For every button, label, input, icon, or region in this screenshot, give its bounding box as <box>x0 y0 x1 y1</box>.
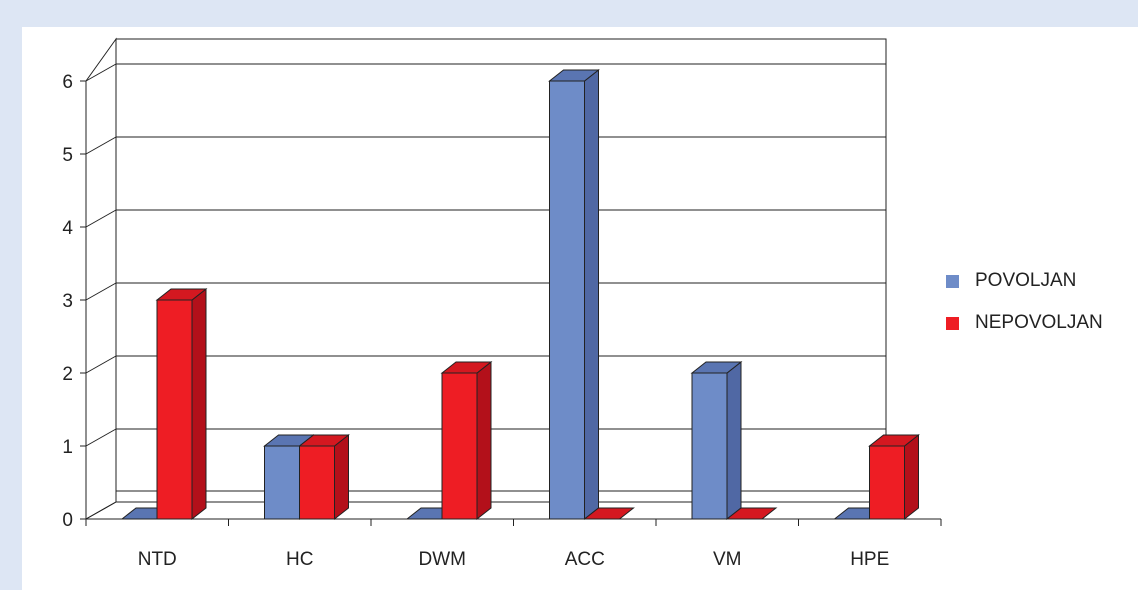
bar-front-povoljan <box>691 372 728 520</box>
bar-top-povoljan <box>548 69 600 82</box>
legend-label-nepovoljan: NEPOVOLJAN <box>975 312 1103 333</box>
gridline-depth <box>85 209 117 228</box>
bar-side-nepovoljan <box>191 287 207 521</box>
legend-label-povoljan: POVOLJAN <box>975 270 1077 291</box>
gridline-depth <box>85 63 117 82</box>
y-tick-label: 1 <box>62 437 73 458</box>
gridline-depth <box>85 282 117 301</box>
gridline-depth <box>85 355 117 374</box>
bar-side-nepovoljan <box>334 433 349 521</box>
x-tick-label: HC <box>286 549 313 570</box>
bar-top-povoljan <box>690 361 743 374</box>
bar-side-nepovoljan <box>476 360 492 521</box>
x-tick-label: VM <box>713 549 742 570</box>
x-tick-label: DWM <box>419 549 466 570</box>
legend: POVOLJAN NEPOVOLJAN <box>946 270 1103 354</box>
x-tick-label: ACC <box>565 549 605 570</box>
bar-top-nepovoljan <box>298 434 350 447</box>
y-tick-label: 2 <box>62 364 73 385</box>
bar-flat-nepovoljan <box>725 507 778 520</box>
gridline-depth <box>85 428 117 447</box>
x-tick-label: HPE <box>850 549 889 570</box>
legend-item-povoljan: POVOLJAN <box>946 270 1103 292</box>
bar-front-nepovoljan <box>441 372 478 520</box>
bar-front-nepovoljan <box>299 445 335 520</box>
bar-side-povoljan <box>584 68 599 521</box>
y-tick-label: 0 <box>62 510 73 531</box>
bar-front-povoljan <box>549 80 585 520</box>
y-tick-label: 6 <box>62 72 73 93</box>
y-tick-label: 4 <box>62 218 73 239</box>
plot-side-wall <box>85 37 117 520</box>
legend-swatch-nepovoljan <box>946 316 959 330</box>
bar-side-nepovoljan <box>904 433 919 521</box>
plot-back-wall <box>115 38 887 492</box>
bar-top-nepovoljan <box>440 361 493 374</box>
legend-swatch-povoljan <box>946 274 959 288</box>
bar-side-povoljan <box>726 360 742 521</box>
bar-flat-nepovoljan <box>583 507 635 520</box>
bar-top-nepovoljan <box>868 434 920 447</box>
bar-front-nepovoljan <box>869 445 905 520</box>
legend-item-nepovoljan: NEPOVOLJAN <box>946 312 1103 334</box>
y-tick-label: 5 <box>62 145 73 166</box>
x-tick-label: NTD <box>138 549 177 570</box>
bar-front-povoljan <box>264 445 300 520</box>
bar-top-nepovoljan <box>155 288 208 301</box>
y-tick-label: 3 <box>62 291 73 312</box>
bar-front-nepovoljan <box>156 299 193 520</box>
gridline-depth <box>85 136 117 155</box>
